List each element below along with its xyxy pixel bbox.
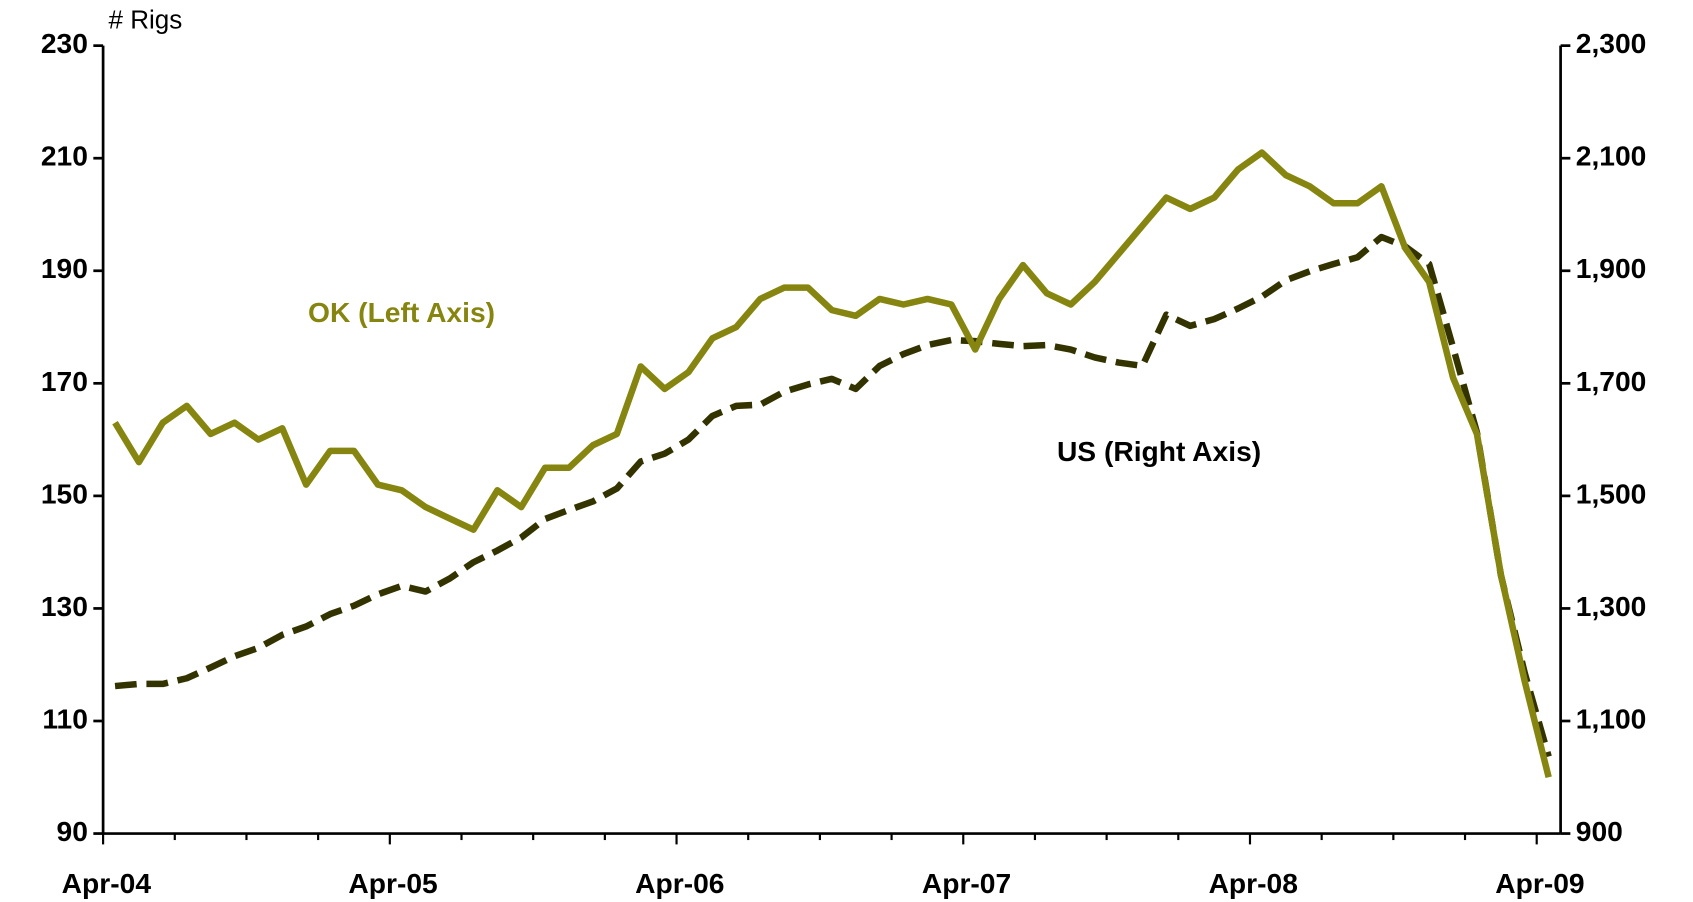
y2-tick-label: 1,100 <box>1576 702 1647 734</box>
x-tick-label: Apr-07 <box>922 867 1011 899</box>
y2-tick-label: 1,500 <box>1576 477 1647 509</box>
x-tick-label: Apr-04 <box>62 867 152 899</box>
x-tick-label: Apr-06 <box>635 867 724 899</box>
y-axis-label: # Rigs <box>109 5 183 35</box>
x-tick-label: Apr-05 <box>348 867 437 899</box>
series-line <box>112 149 1552 779</box>
annotation: OK (Left Axis) <box>308 296 495 328</box>
y2-tick-label: 1,300 <box>1576 590 1647 622</box>
y2-tick-label: 2,100 <box>1576 140 1647 172</box>
y2-tick-label: 2,300 <box>1576 27 1647 59</box>
y-tick-label: 130 <box>41 590 88 622</box>
series-line <box>114 233 1552 758</box>
y-tick-label: 90 <box>57 815 88 847</box>
x-tick-label: Apr-08 <box>1209 867 1298 899</box>
y2-tick-label: 1,700 <box>1576 365 1647 397</box>
y2-tick-label: 900 <box>1576 815 1623 847</box>
y2-tick-label: 1,900 <box>1576 252 1647 284</box>
annotation: US (Right Axis) <box>1057 435 1261 467</box>
y-tick-label: 110 <box>42 702 87 734</box>
y-tick-label: 210 <box>41 140 88 172</box>
x-tick-label: Apr-09 <box>1495 867 1584 899</box>
y-tick-label: 190 <box>41 252 88 284</box>
y-tick-label: 170 <box>41 365 88 397</box>
y-tick-label: 150 <box>41 477 88 509</box>
y-tick-label: 230 <box>41 27 88 59</box>
